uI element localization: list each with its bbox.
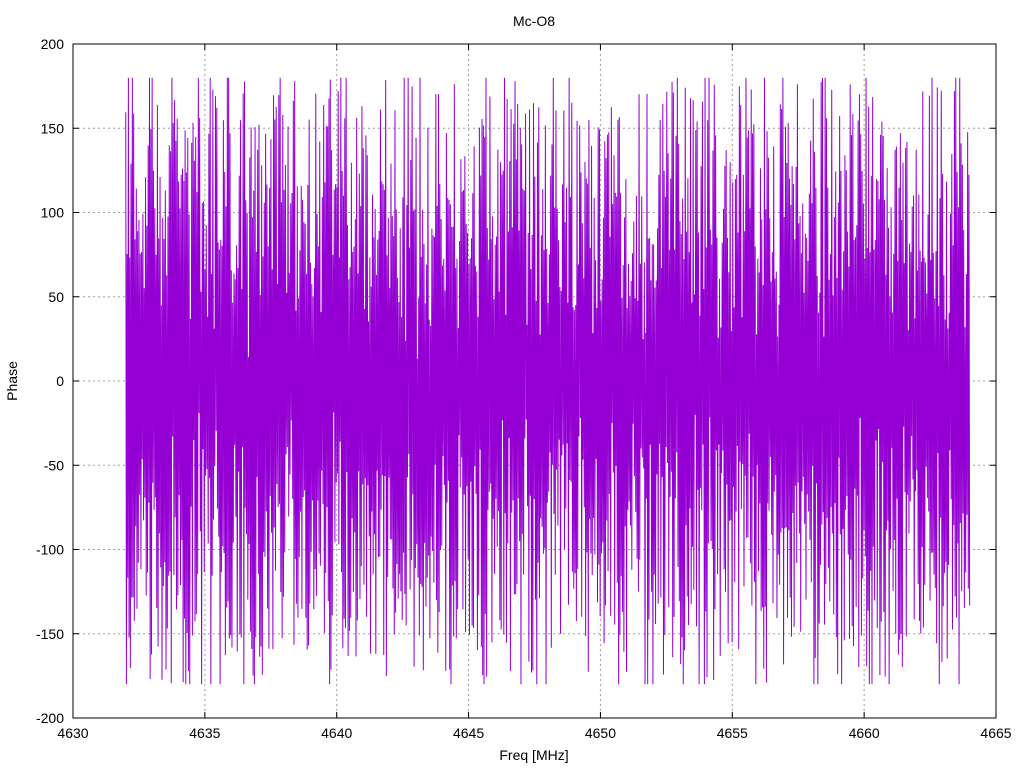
x-axis-title: Freq [MHz] — [499, 747, 568, 763]
x-tick-label: 4650 — [585, 725, 616, 741]
y-tick-label: -200 — [36, 710, 64, 726]
y-tick-label: -100 — [36, 542, 64, 558]
x-tick-label: 4630 — [57, 725, 88, 741]
axis-ticks — [72, 43, 997, 719]
y-tick-labels: -200 -150 -100 -50 0 50 100 150 200 — [36, 36, 64, 726]
x-tick-labels: 4630 4635 4640 4645 4650 4655 4660 4665 — [57, 725, 1011, 741]
x-tick-label: 4645 — [453, 725, 484, 741]
y-tick-label: 50 — [48, 289, 64, 305]
x-tick-label: 4660 — [849, 725, 880, 741]
y-tick-label: 0 — [56, 373, 64, 389]
chart-title: Mc-O8 — [513, 13, 555, 29]
x-tick-label: 4665 — [980, 725, 1011, 741]
series-line-phase — [125, 77, 971, 685]
y-tick-label: 200 — [41, 36, 65, 52]
x-tick-label: 4655 — [717, 725, 748, 741]
y-tick-label: 150 — [41, 120, 65, 136]
x-tick-label: 4640 — [321, 725, 352, 741]
y-axis-title: Phase — [4, 361, 20, 401]
y-tick-label: 100 — [41, 205, 65, 221]
y-tick-label: -150 — [36, 626, 64, 642]
x-tick-label: 4635 — [189, 725, 220, 741]
y-tick-label: -50 — [44, 457, 64, 473]
